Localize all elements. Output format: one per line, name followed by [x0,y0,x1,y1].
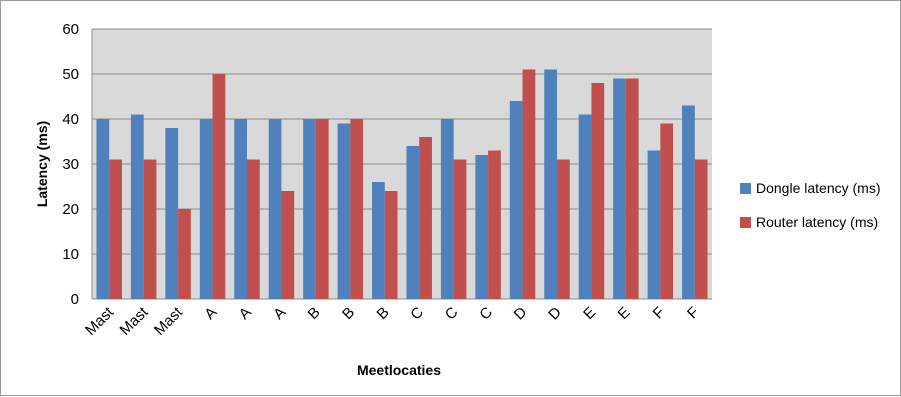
bar-dongle [682,105,695,299]
bar-dongle [613,78,626,299]
bar-dongle [130,114,144,299]
bars-group [96,69,708,299]
bar-dongle [406,146,420,299]
bar-dongle [96,119,110,299]
bar-dongle [268,119,282,299]
x-tick-label: B [374,304,393,323]
y-tick-label: 40 [62,111,79,128]
bar-dongle [199,119,213,299]
bar-router [522,69,536,299]
y-axis-title: Latency (ms) [34,121,50,207]
bar-router [247,159,260,299]
x-tick-label: B [305,304,324,323]
bar-router [212,74,226,299]
bar-router [557,159,570,299]
legend-swatch [740,183,751,194]
x-tick-label: C [407,304,427,324]
x-tick-label: A [270,304,289,323]
y-tick-label: 0 [71,291,79,308]
y-tick-label: 50 [62,66,79,83]
x-tick-label: B [339,304,358,323]
bar-dongle [578,114,592,299]
bar-router [419,137,432,299]
x-tick-label: E [580,304,599,323]
bar-dongle [475,155,489,299]
x-tick-label: Mast [151,303,187,339]
bar-router [488,150,501,299]
bar-router [625,78,639,299]
legend-label: Router latency (ms) [756,214,878,230]
y-axis-ticks: 0 10 20 30 40 50 60 [62,21,79,308]
bar-dongle [234,119,247,299]
plot-area [91,28,712,300]
bar-dongle [509,101,523,299]
bar-router [315,119,329,299]
bar-dongle [647,150,661,299]
y-tick-label: 30 [62,156,79,173]
x-tick-label: D [545,304,565,324]
bar-router [453,159,467,299]
bar-router [384,191,398,299]
x-axis-ticks: Mast Mast Mast A A A B B B C C C D D E E F F [82,303,703,339]
bar-router [281,191,295,299]
bar-router [143,159,157,299]
x-tick-label: C [476,304,496,324]
bar-router [591,83,605,299]
legend: Dongle latency (ms) Router latency (ms) [740,180,881,230]
bar-dongle [544,69,557,299]
y-tick-label: 10 [62,246,79,263]
bar-dongle [372,182,385,299]
x-tick-label: A [236,304,255,323]
bar-dongle [440,119,454,299]
bar-router [178,209,191,299]
legend-swatch [740,217,751,228]
x-tick-label: A [201,304,220,323]
y-tick-label: 60 [62,21,79,38]
x-tick-label: D [511,304,531,324]
bar-router [694,159,708,299]
legend-label: Dongle latency (ms) [756,180,881,196]
y-tick-label: 20 [62,201,79,218]
bar-router [350,119,364,299]
bar-router [660,123,674,299]
x-tick-label: Mast [116,303,152,339]
x-tick-label: F [650,304,669,323]
bar-dongle [165,128,179,299]
x-tick-label: Mast [82,303,118,339]
bar-dongle [303,119,316,299]
bar-router [109,159,122,299]
x-axis-title: Meetlocaties [357,362,441,378]
x-tick-label: E [615,304,634,323]
x-tick-label: F [684,304,703,323]
x-tick-label: C [442,304,462,324]
bar-dongle [337,123,351,299]
